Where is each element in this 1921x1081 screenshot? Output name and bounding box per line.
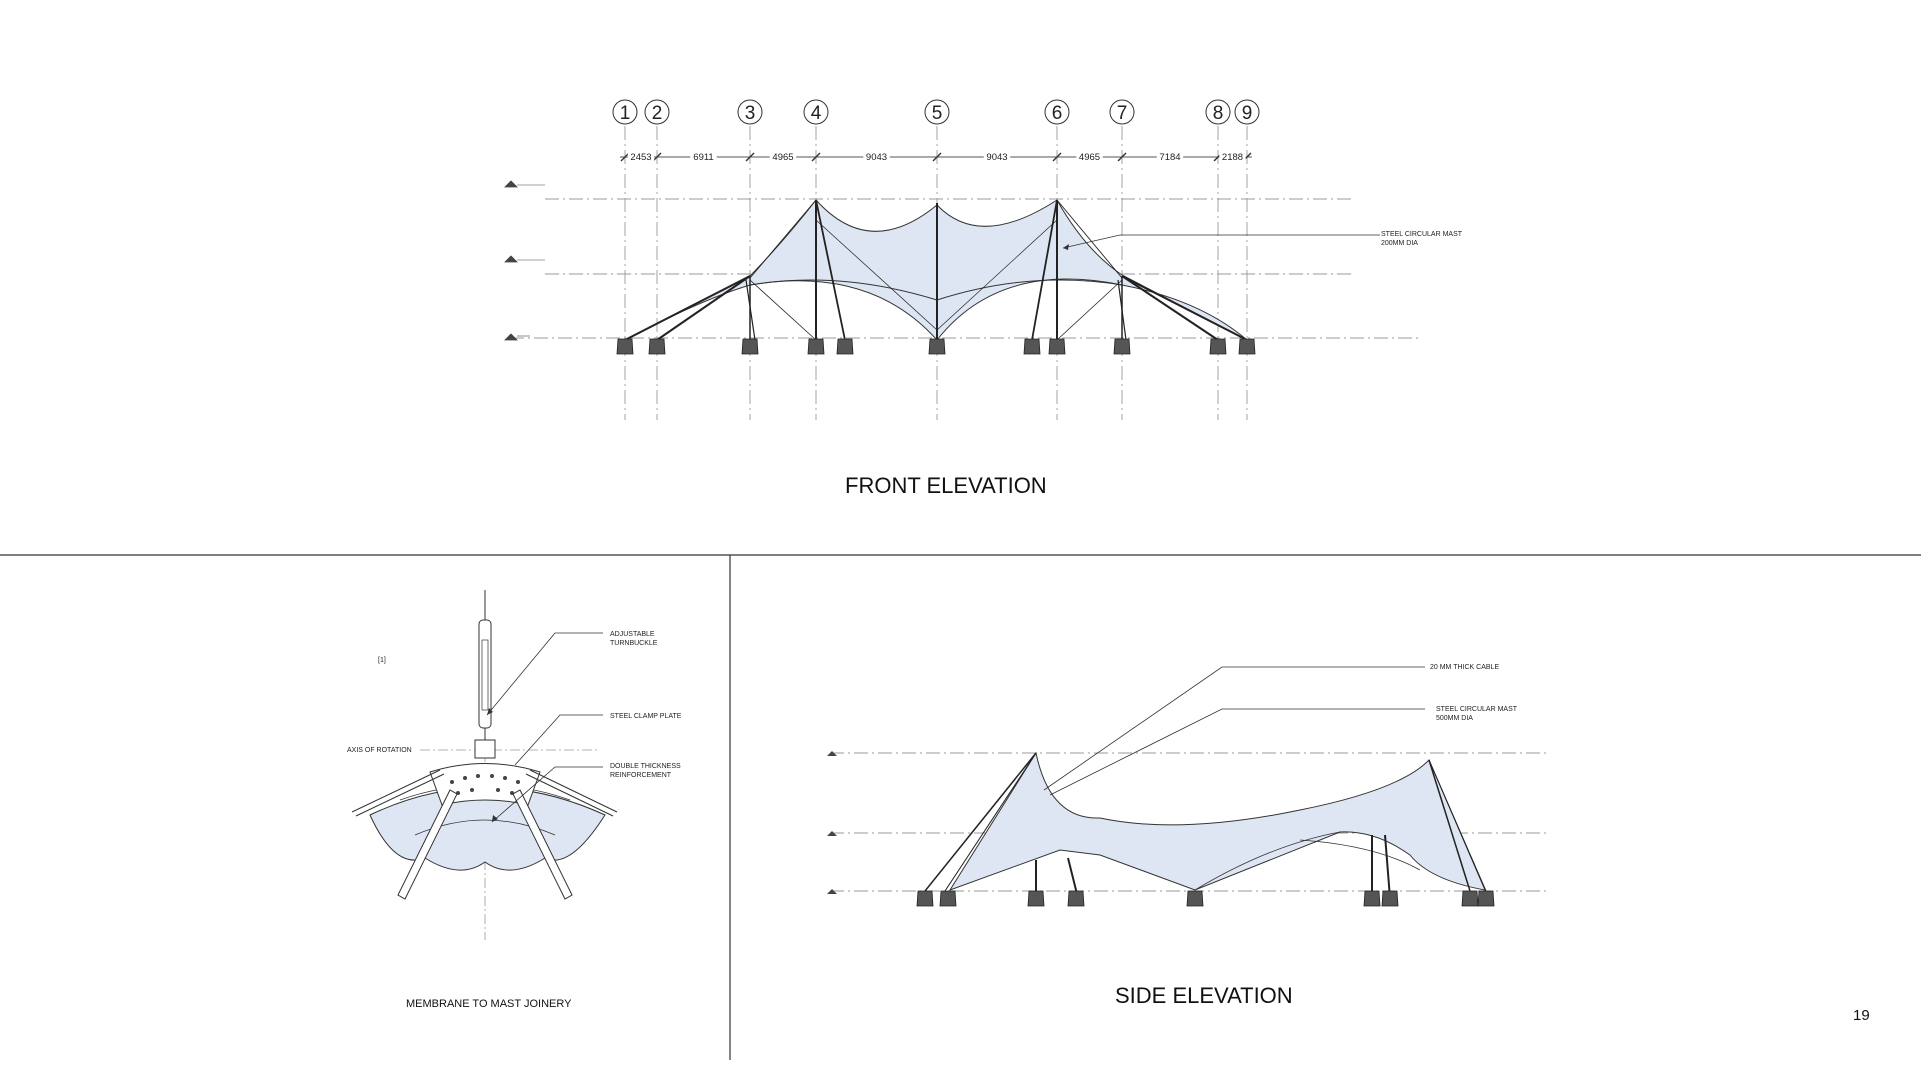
grid-bubble-1 <box>612 99 638 125</box>
dimension-label-bg <box>1156 151 1184 163</box>
dimension-value-6: 4965 <box>1079 152 1100 163</box>
dimension-value-1: 2453 <box>630 152 651 163</box>
footing <box>928 338 946 355</box>
footing <box>1477 890 1495 907</box>
grid-label-9: 9 <box>1242 103 1253 124</box>
joinery-callout-1b: TURNBUCKLE <box>610 640 658 647</box>
reference-tag: [1] <box>378 657 386 664</box>
joinery-callout-2: STEEL CLAMP PLATE <box>610 713 682 720</box>
footing <box>1027 890 1045 907</box>
dimension-label-bg <box>769 151 797 163</box>
dimension-label-bg <box>627 151 655 163</box>
level-marker <box>504 180 545 341</box>
footing <box>1209 338 1227 355</box>
side-elevation: 20 MM THICK CABLE STEEL CIRCULAR MAST 50… <box>827 664 1550 907</box>
footing <box>1186 890 1204 907</box>
grid-bubble-4 <box>803 99 829 125</box>
grid-bubble-6 <box>1044 99 1070 125</box>
footing <box>1461 890 1479 907</box>
grid-bubble-8 <box>1205 99 1231 125</box>
footing <box>648 338 666 355</box>
grid-label-8: 8 <box>1213 103 1224 124</box>
footing <box>1048 338 1066 355</box>
footing <box>807 338 825 355</box>
grid-label-1: 1 <box>620 103 631 124</box>
callout-text-line2: 200MM DIA <box>1381 240 1418 247</box>
grid-label-6: 6 <box>1052 103 1063 124</box>
grid-bubble-5 <box>924 99 950 125</box>
dimension-value-2: 6911 <box>693 152 713 163</box>
dimension-tick <box>932 152 942 162</box>
grid-bubble-9 <box>1234 99 1260 125</box>
side-callout-2a: STEEL CIRCULAR MAST <box>1436 706 1518 713</box>
grid-label-7: 7 <box>1117 103 1128 124</box>
footing <box>1067 890 1085 907</box>
footings <box>616 338 1256 355</box>
grid-label-2: 2 <box>652 103 663 124</box>
footing <box>836 338 854 355</box>
grid-bubble-3 <box>737 99 763 125</box>
grid-label-3: 3 <box>745 103 756 124</box>
footing <box>1023 338 1041 355</box>
dimension-label-bg <box>1219 151 1246 163</box>
dimension-value-8: 2188 <box>1222 152 1243 163</box>
footing <box>1381 890 1399 907</box>
dimension-tick <box>620 152 630 162</box>
dimension-value-5: 9043 <box>986 152 1007 163</box>
joinery-detail: ADJUSTABLE TURNBUCKLE STEEL CLAMP PLATE … <box>347 590 682 940</box>
dimension-value-3: 4965 <box>772 152 793 163</box>
callout-text-line1: STEEL CIRCULAR MAST <box>1381 231 1463 238</box>
joinery-title: MEMBRANE TO MAST JOINERY <box>406 998 572 1010</box>
footing <box>1363 890 1381 907</box>
footing <box>616 338 634 355</box>
dimension-label-bg <box>983 151 1011 163</box>
joinery-callout-3b: REINFORCEMENT <box>610 772 672 779</box>
callout-leader <box>1062 234 1380 249</box>
masts-and-cables <box>624 199 1248 341</box>
front-elevation-title: FRONT ELEVATION <box>845 473 1047 498</box>
axis-of-rotation-label: AXIS OF ROTATION <box>347 747 412 754</box>
grid-bubble-2 <box>644 99 670 125</box>
page-number: 19 <box>1853 1007 1870 1024</box>
side-elevation-title: SIDE ELEVATION <box>1115 983 1293 1008</box>
grid-lines <box>624 126 1248 420</box>
grid-label-4: 4 <box>811 103 822 124</box>
clamp-head <box>474 739 496 759</box>
dimension-tick <box>811 152 821 162</box>
dimension-label-bg <box>863 151 890 163</box>
footing <box>741 338 759 355</box>
dimension-strings: 2453 6911 4965 9043 9043 4965 7184 2188 <box>620 151 1252 163</box>
footing <box>916 890 934 907</box>
joinery-callout-3a: DOUBLE THICKNESS <box>610 763 681 770</box>
side-callout-2b: 500MM DIA <box>1436 715 1473 722</box>
grid-bubble-7 <box>1109 99 1135 125</box>
dimension-tick <box>1052 152 1062 162</box>
joinery-callout-1a: ADJUSTABLE <box>610 631 655 638</box>
dimension-label-bg <box>690 151 717 163</box>
footing <box>1113 338 1131 355</box>
footing <box>1238 338 1256 355</box>
dimension-label-bg <box>1076 151 1103 163</box>
dimension-tick <box>745 152 755 162</box>
grid-label-5: 5 <box>932 103 943 124</box>
dimension-tick <box>1117 152 1127 162</box>
footing <box>939 890 957 907</box>
dimension-value-7: 7184 <box>1159 152 1180 163</box>
side-callout-1: 20 MM THICK CABLE <box>1430 664 1499 671</box>
footings <box>916 890 1495 907</box>
dimension-tick <box>652 152 662 162</box>
side-membrane <box>948 751 1486 891</box>
dimension-value-4: 9043 <box>866 152 887 163</box>
